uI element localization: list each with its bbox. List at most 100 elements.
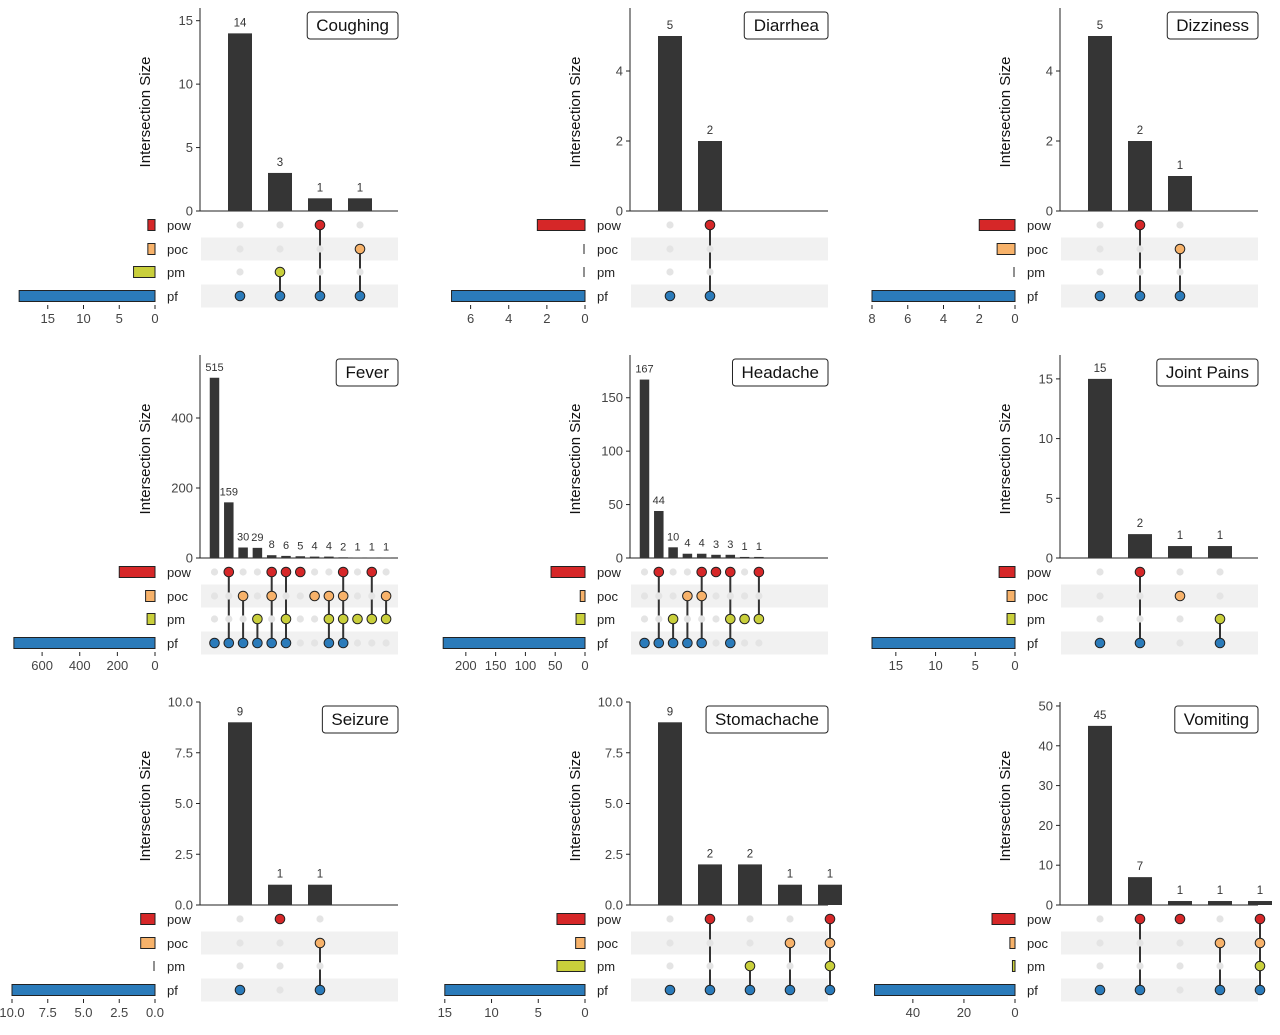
- matrix-dot-empty: [1176, 568, 1184, 576]
- bar-value-label: 45: [1094, 710, 1107, 722]
- set-size-tick-label: 0: [151, 658, 158, 673]
- matrix-dot-pf: [1214, 984, 1226, 996]
- bar-seizure-0: [228, 722, 252, 905]
- bar-value-label: 2: [1137, 125, 1143, 137]
- y-tick-label: 0: [1046, 551, 1053, 566]
- set-name-label: pow: [167, 565, 191, 580]
- set-size-tick-label: 5: [535, 1005, 542, 1020]
- y-axis-title: Intersection Size: [137, 751, 154, 862]
- set-name-label: pm: [167, 612, 185, 627]
- set-size-tick-label: 0: [151, 311, 158, 326]
- panel-title-box: [306, 11, 399, 40]
- bar-value-label: 1: [1217, 530, 1223, 542]
- matrix-dot-poc: [1254, 937, 1266, 949]
- y-tick-label: 0: [616, 204, 623, 219]
- matrix-dot-pf: [354, 290, 366, 302]
- set-size-tick-label: 0: [1011, 1005, 1018, 1020]
- matrix-dot-empty: [706, 962, 714, 970]
- matrix-dot-pf: [704, 984, 716, 996]
- set-name-label: poc: [167, 589, 188, 604]
- bar-value-label: 3: [727, 539, 733, 551]
- bar-value-label: 1: [1177, 885, 1183, 897]
- matrix-stripe-pf: [631, 978, 828, 1002]
- set-size-bar-pow: [118, 566, 156, 578]
- bar-headache-6: [725, 554, 736, 558]
- set-size-tick-label: 10: [928, 658, 942, 673]
- matrix-dot-pm: [753, 613, 765, 625]
- bar-value-label: 1: [1177, 530, 1183, 542]
- set-size-bar-pf: [871, 290, 1016, 302]
- matrix-dot-empty: [1176, 615, 1184, 623]
- y-tick-label: 15: [1039, 371, 1053, 386]
- set-size-bar-poc: [996, 243, 1016, 255]
- matrix-dot-pf: [314, 290, 326, 302]
- matrix-dot-empty: [353, 568, 362, 576]
- bar-fever-4: [266, 555, 277, 558]
- matrix-dot-pm: [252, 613, 263, 625]
- set-name-label: poc: [1027, 936, 1048, 951]
- y-axis-title: Intersection Size: [567, 57, 584, 168]
- matrix-dot-empty: [316, 915, 324, 923]
- matrix-dot-pow: [1174, 913, 1186, 925]
- bar-value-label: 1: [369, 542, 375, 554]
- matrix-dot-poc: [337, 590, 349, 602]
- matrix-dot-pf: [696, 637, 708, 649]
- y-tick-label: 5.0: [605, 796, 623, 811]
- set-name-label: pf: [597, 289, 608, 304]
- bar-coughing-2: [308, 198, 332, 211]
- panel-title: Fever: [346, 363, 390, 382]
- matrix-dot-pm: [725, 613, 736, 625]
- matrix-dot-empty: [210, 615, 219, 623]
- panel-vomiting: 0 10 20 30 40 50 Intersection Size 45 7 1 1 1 pow poc…: [874, 698, 1272, 1020]
- matrix-dot-pow: [223, 566, 235, 578]
- panel-seizure: 0.0 2.5 5.0 7.5 10.0 Intersection Size 9 1 1 pow p…: [0, 695, 399, 1020]
- bar-headache-1: [654, 510, 664, 558]
- set-name-label: poc: [597, 589, 618, 604]
- matrix-dot-pm: [824, 960, 836, 972]
- panel-title: Headache: [741, 363, 819, 382]
- y-tick-label: 7.5: [175, 745, 193, 760]
- y-tick-label: 0: [616, 551, 623, 566]
- set-name-label: poc: [1027, 589, 1048, 604]
- matrix-dot-pow: [725, 566, 736, 578]
- bar-value-label: 2: [747, 848, 753, 860]
- matrix-stripe-poc: [1061, 237, 1258, 261]
- matrix-dot-empty: [746, 915, 754, 923]
- set-name-label: pm: [1027, 959, 1045, 974]
- matrix-dot-empty: [316, 962, 324, 970]
- set-size-tick-label: 2: [543, 311, 550, 326]
- set-size-bar-poc: [575, 937, 586, 949]
- set-size-bar-pf: [871, 637, 1016, 649]
- matrix-dot-empty: [1216, 962, 1224, 970]
- set-size-tick-label: 5: [116, 311, 123, 326]
- y-axis-title: Intersection Size: [137, 404, 154, 515]
- matrix-dot-empty: [712, 592, 720, 600]
- bar-value-label: 14: [234, 17, 247, 29]
- bar-headache-5: [711, 554, 721, 558]
- matrix-dot-empty: [276, 245, 284, 253]
- matrix-dot-empty: [1096, 592, 1104, 600]
- y-axis-title: Intersection Size: [997, 404, 1014, 515]
- matrix-dot-pow: [696, 566, 708, 578]
- set-size-tick-label: 0: [1011, 311, 1018, 326]
- matrix-dot-poc: [266, 590, 278, 602]
- matrix-dot-pf: [209, 637, 220, 649]
- set-name-label: poc: [1027, 242, 1048, 257]
- matrix-dot-empty: [1096, 615, 1104, 623]
- matrix-dot-pow: [704, 913, 716, 925]
- bar-value-label: 15: [1094, 363, 1107, 375]
- matrix-dot-empty: [236, 939, 244, 947]
- matrix-dot-poc: [1214, 937, 1226, 949]
- y-tick-label: 0: [186, 204, 193, 219]
- matrix-dot-empty: [296, 615, 304, 623]
- set-size-tick-label: 5.0: [74, 1005, 92, 1020]
- matrix-stripe-poc: [631, 237, 828, 261]
- set-name-label: poc: [597, 242, 618, 257]
- matrix-dot-poc: [354, 243, 366, 255]
- bar-stomachache-1: [698, 864, 722, 905]
- matrix-dot-empty: [786, 915, 794, 923]
- bar-value-label: 1: [827, 869, 833, 881]
- bar-headache-2: [668, 547, 678, 558]
- matrix-dot-pow: [280, 566, 292, 578]
- bar-fever-9: [338, 557, 348, 558]
